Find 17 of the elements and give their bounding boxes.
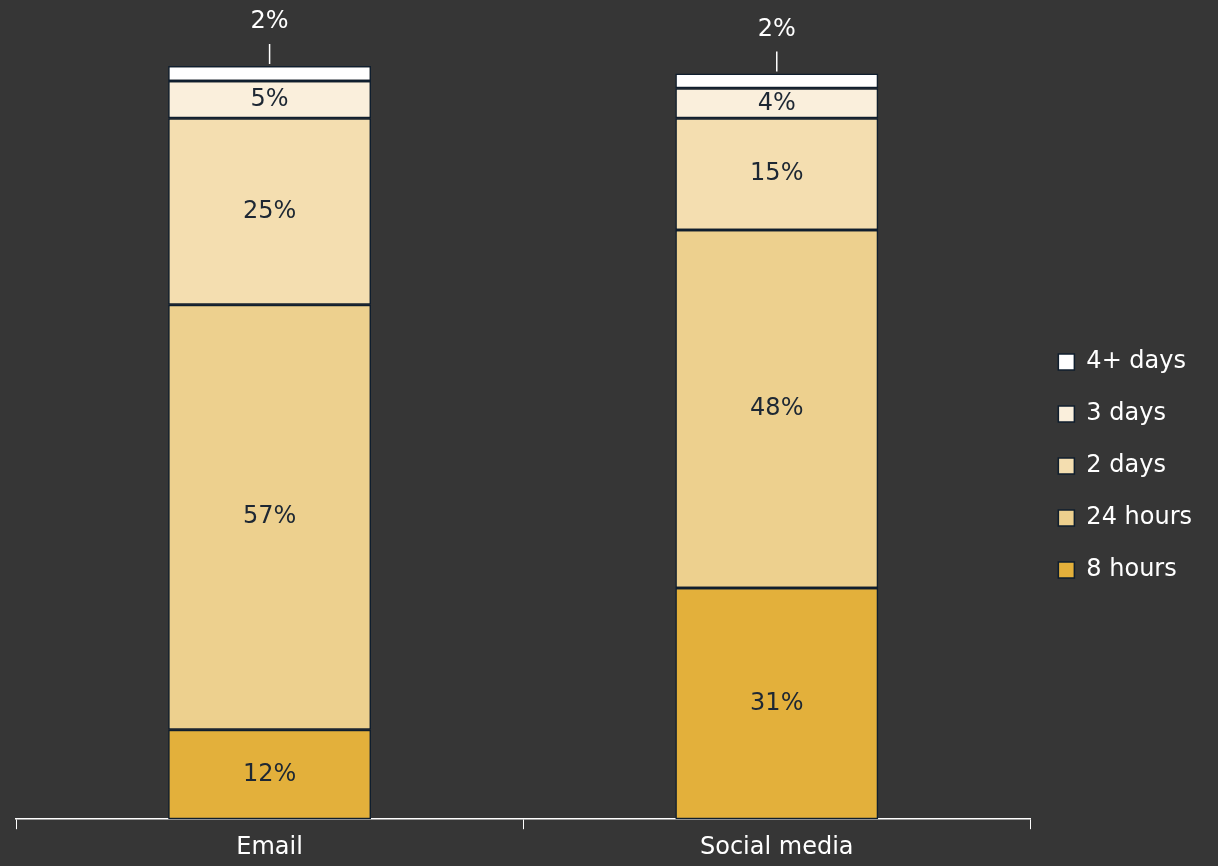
data-label: 4% <box>757 87 796 116</box>
x-tick-label: Social media <box>699 831 854 860</box>
legend-label: 2 days <box>1086 450 1166 479</box>
legend-label: 8 hours <box>1086 554 1177 583</box>
data-label: 2% <box>757 13 796 42</box>
x-tick-label: Email <box>236 831 303 860</box>
data-label: 2% <box>250 6 289 35</box>
data-label: 12% <box>242 758 297 787</box>
legend-label: 3 days <box>1086 398 1166 427</box>
legend-label: 24 hours <box>1086 502 1193 531</box>
legend-label: 4+ days <box>1086 346 1187 375</box>
data-label: 5% <box>250 83 289 112</box>
data-label: 25% <box>242 195 297 224</box>
data-label: 31% <box>750 687 804 716</box>
data-label: 15% <box>750 158 804 187</box>
data-label: 48% <box>750 393 804 422</box>
data-label: 57% <box>242 501 297 530</box>
